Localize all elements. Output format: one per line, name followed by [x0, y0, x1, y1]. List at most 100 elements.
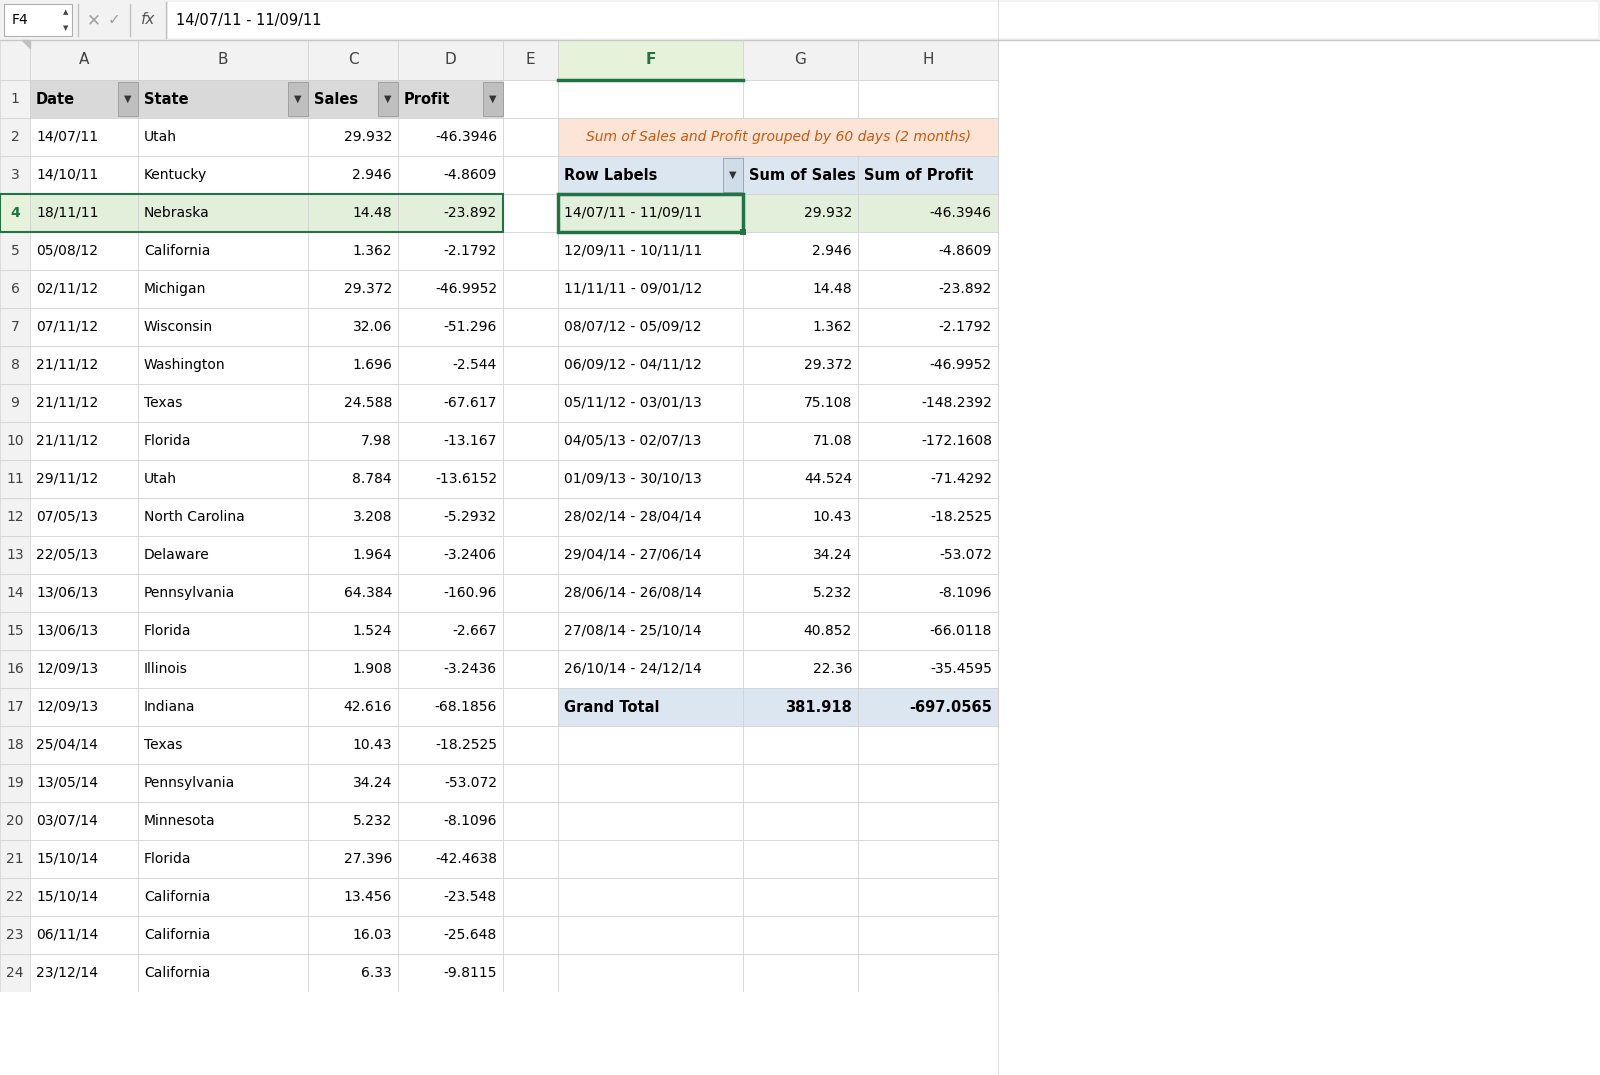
Text: California: California	[144, 244, 210, 258]
Text: 05/11/12 - 03/01/13: 05/11/12 - 03/01/13	[563, 396, 702, 410]
Text: ▼: ▼	[490, 94, 496, 104]
Text: 12/09/11 - 10/11/11: 12/09/11 - 10/11/11	[563, 244, 702, 258]
Bar	[0, 916, 30, 954]
Text: F4: F4	[13, 13, 29, 27]
Bar	[858, 498, 998, 536]
Bar	[398, 498, 502, 536]
Text: 22.36: 22.36	[813, 662, 851, 676]
Bar	[307, 384, 398, 422]
Bar	[483, 82, 502, 116]
Bar	[558, 460, 742, 498]
Bar	[398, 422, 502, 460]
Bar	[30, 688, 138, 726]
Bar	[307, 270, 398, 309]
Text: Kentucky: Kentucky	[144, 168, 208, 182]
Text: -71.4292: -71.4292	[930, 472, 992, 486]
Text: Indiana: Indiana	[144, 700, 195, 714]
Text: 10.43: 10.43	[352, 739, 392, 752]
Polygon shape	[22, 40, 30, 48]
Bar	[398, 309, 502, 346]
Bar	[307, 726, 398, 764]
Text: State: State	[144, 91, 189, 106]
Text: 13: 13	[6, 548, 24, 562]
Bar	[558, 346, 742, 384]
Text: -42.4638: -42.4638	[435, 852, 498, 866]
Text: Illinois: Illinois	[144, 662, 187, 676]
Text: 29/04/14 - 27/06/14: 29/04/14 - 27/06/14	[563, 548, 702, 562]
Bar	[558, 384, 742, 422]
Text: 28/02/14 - 28/04/14: 28/02/14 - 28/04/14	[563, 510, 702, 524]
Text: -66.0118: -66.0118	[930, 624, 992, 637]
Bar	[502, 346, 558, 384]
Text: 27/08/14 - 25/10/14: 27/08/14 - 25/10/14	[563, 624, 702, 637]
Text: 18: 18	[6, 739, 24, 752]
Text: -8.1096: -8.1096	[443, 814, 498, 828]
Bar	[858, 270, 998, 309]
Bar	[502, 764, 558, 802]
Bar	[307, 498, 398, 536]
Bar	[398, 270, 502, 309]
Bar	[742, 878, 858, 916]
Bar	[138, 536, 307, 574]
Bar	[0, 954, 30, 992]
Bar	[858, 954, 998, 992]
Bar	[0, 309, 30, 346]
Bar	[0, 422, 30, 460]
Text: 13/05/14: 13/05/14	[35, 776, 98, 790]
Bar	[723, 158, 742, 192]
Bar	[558, 498, 742, 536]
Text: D: D	[445, 53, 456, 68]
Bar	[858, 422, 998, 460]
Text: -23.892: -23.892	[443, 206, 498, 220]
Text: 12: 12	[6, 510, 24, 524]
Bar	[558, 802, 742, 840]
Bar	[858, 574, 998, 612]
Text: 1: 1	[11, 92, 19, 106]
Bar	[502, 309, 558, 346]
Bar	[398, 536, 502, 574]
Text: -46.9952: -46.9952	[435, 282, 498, 296]
Text: 13/06/13: 13/06/13	[35, 624, 98, 637]
Bar	[858, 346, 998, 384]
Text: 16.03: 16.03	[352, 928, 392, 942]
Bar	[502, 916, 558, 954]
Bar	[558, 80, 742, 118]
Bar	[558, 270, 742, 309]
Text: -18.2525: -18.2525	[435, 739, 498, 752]
Text: -13.6152: -13.6152	[435, 472, 498, 486]
Bar	[0, 346, 30, 384]
Text: 13.456: 13.456	[344, 890, 392, 904]
Bar	[138, 346, 307, 384]
Bar	[558, 916, 742, 954]
Bar	[168, 2, 1598, 38]
Bar	[307, 840, 398, 878]
Text: 15/10/14: 15/10/14	[35, 890, 98, 904]
Bar	[858, 764, 998, 802]
Bar	[138, 574, 307, 612]
Text: -172.1608: -172.1608	[922, 434, 992, 448]
Text: 23/12/14: 23/12/14	[35, 966, 98, 980]
Text: 6: 6	[11, 282, 19, 296]
Bar	[0, 840, 30, 878]
Text: 07/05/13: 07/05/13	[35, 510, 98, 524]
Bar	[307, 232, 398, 270]
Bar	[138, 916, 307, 954]
Text: North Carolina: North Carolina	[144, 510, 245, 524]
Bar	[398, 574, 502, 612]
Bar	[307, 346, 398, 384]
Bar	[307, 156, 398, 194]
Bar	[30, 309, 138, 346]
Bar	[502, 954, 558, 992]
Bar	[0, 574, 30, 612]
Text: 21/11/12: 21/11/12	[35, 396, 98, 410]
Text: Minnesota: Minnesota	[144, 814, 216, 828]
Text: ▼: ▼	[64, 25, 69, 31]
Bar	[0, 612, 30, 650]
Bar	[138, 688, 307, 726]
Text: 20: 20	[6, 814, 24, 828]
Bar	[138, 384, 307, 422]
Text: 01/09/13 - 30/10/13: 01/09/13 - 30/10/13	[563, 472, 702, 486]
Text: 40.852: 40.852	[803, 624, 851, 637]
Bar	[0, 80, 30, 118]
Bar	[558, 40, 742, 80]
